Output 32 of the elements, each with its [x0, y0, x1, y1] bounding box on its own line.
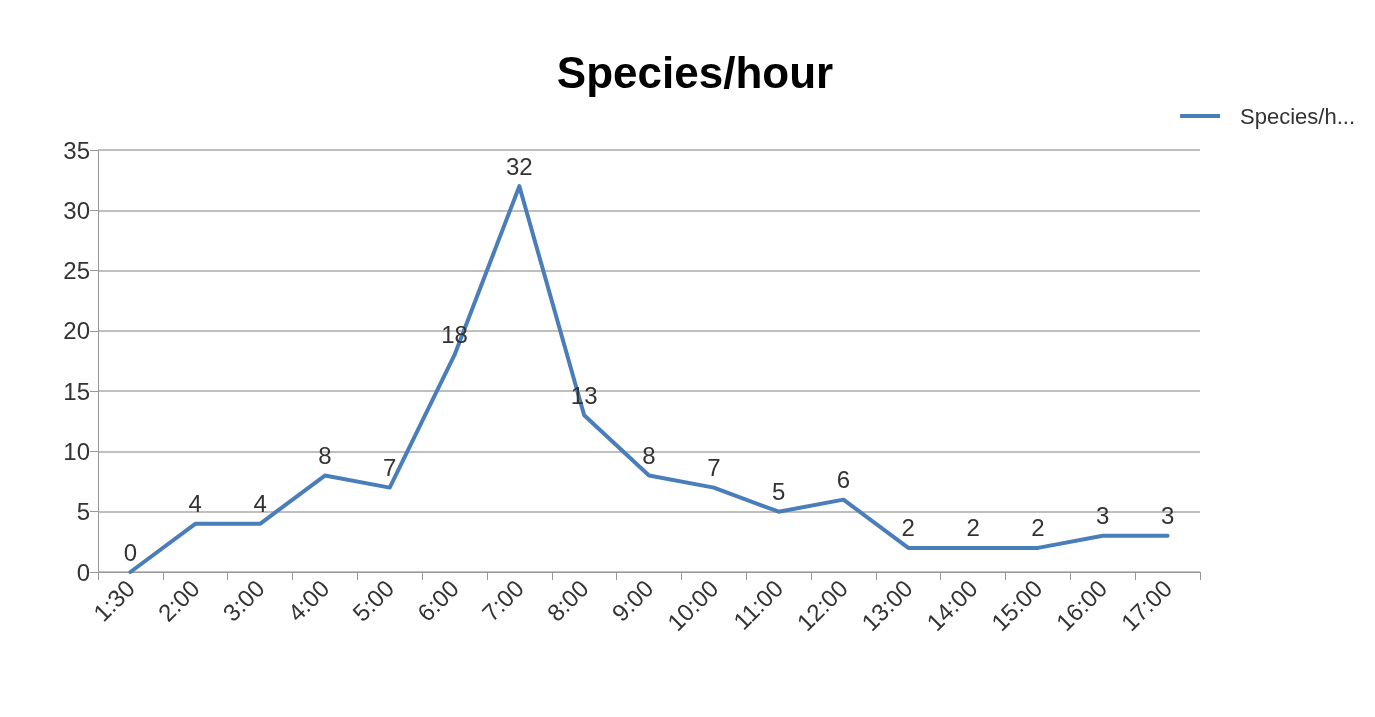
data-label: 2 [1031, 514, 1045, 542]
x-tick-label: 3:00 [217, 574, 270, 627]
y-tick-label: 10 [63, 437, 90, 465]
y-tick-label: 5 [76, 498, 90, 526]
data-label: 3 [1096, 502, 1110, 530]
data-label: 2 [966, 514, 980, 542]
legend-label: Species/h... [1240, 103, 1355, 129]
y-tick-label: 25 [63, 257, 90, 285]
y-tick-label: 0 [76, 558, 90, 586]
x-tick-label: 4:00 [282, 574, 335, 627]
data-label: 32 [506, 152, 533, 180]
y-tick-label: 20 [63, 317, 90, 345]
data-label: 5 [771, 478, 786, 506]
y-tick-label: 30 [63, 196, 90, 224]
data-label: 7 [383, 454, 397, 482]
data-label: 4 [188, 490, 202, 518]
data-label: 8 [642, 442, 656, 470]
x-tick-label: 7:00 [476, 574, 529, 627]
x-tick-label: 5:00 [347, 574, 400, 627]
data-label: 3 [1160, 502, 1175, 530]
data-label: 4 [253, 490, 267, 518]
y-tick-label: 35 [63, 136, 90, 164]
data-label: 0 [123, 538, 138, 566]
data-label: 8 [318, 442, 332, 470]
chart-title: Species/hour [556, 47, 834, 97]
data-label: 6 [836, 466, 851, 494]
x-tick-label: 6:00 [411, 574, 465, 627]
data-label: 2 [901, 514, 915, 542]
x-tick-label: 8:00 [541, 574, 594, 627]
x-tick-label: 9:00 [606, 574, 659, 627]
y-tick-label: 15 [63, 377, 90, 405]
data-label: 7 [707, 454, 721, 482]
